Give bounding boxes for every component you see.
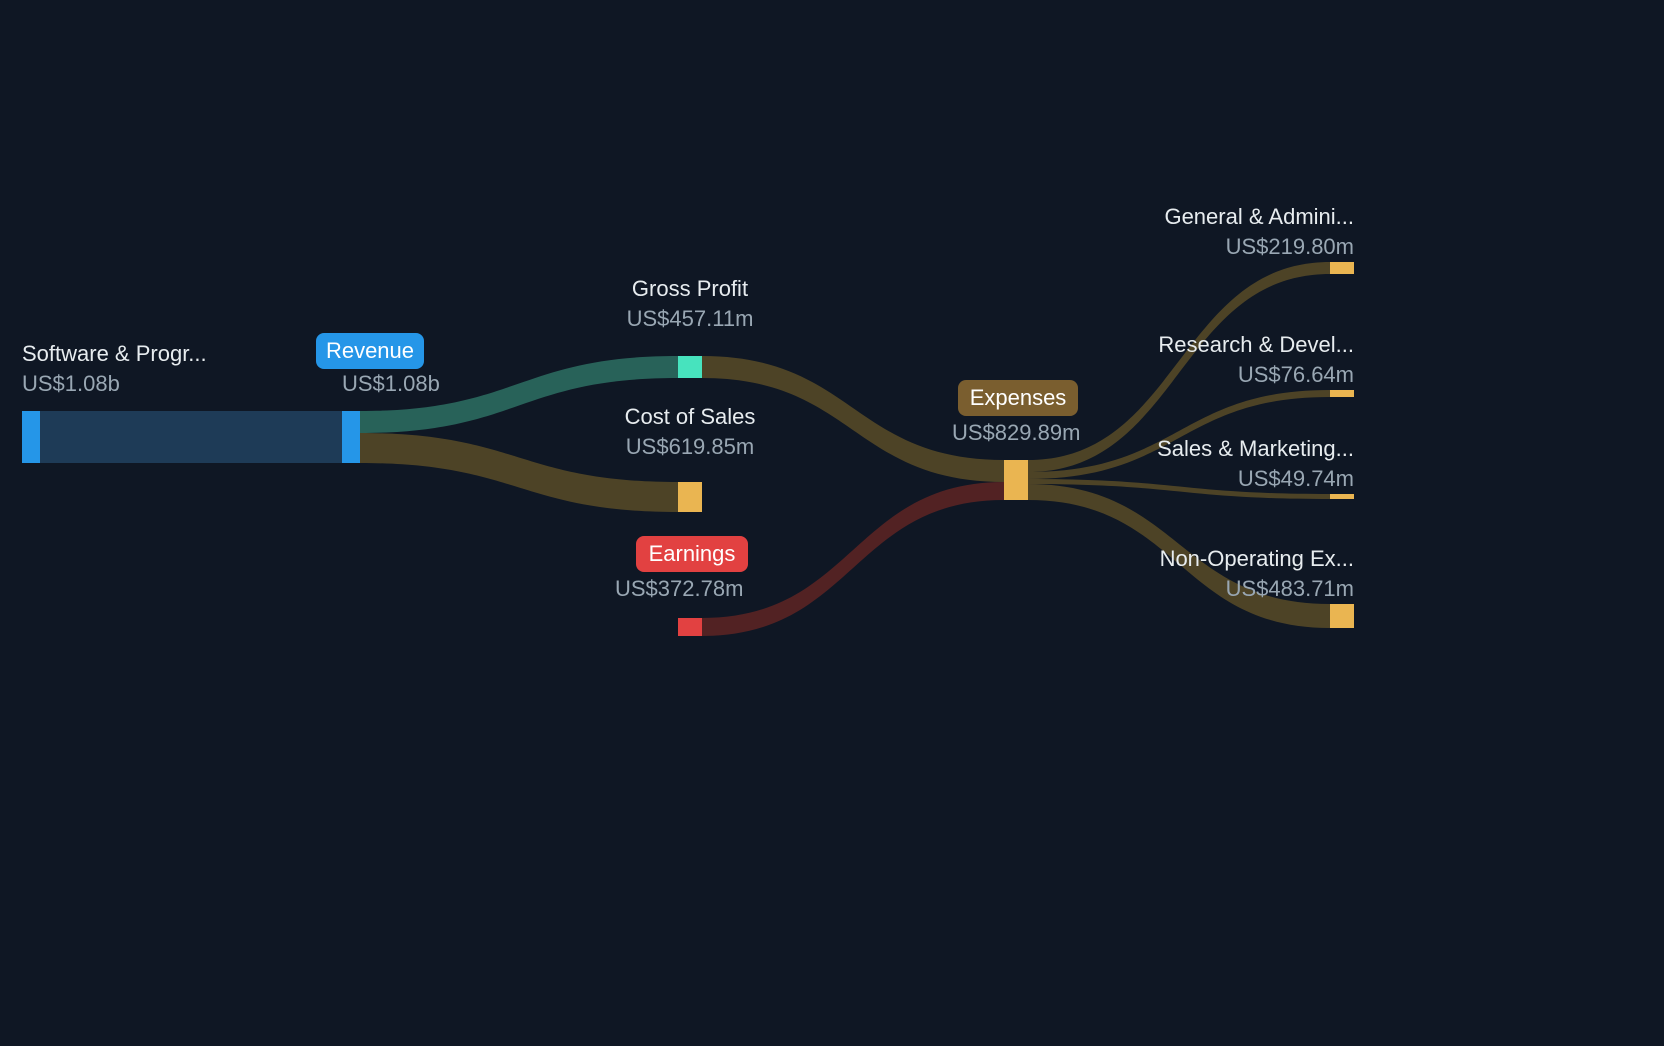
node-nonop	[1330, 604, 1354, 628]
label-nonop: Non-Operating Ex...	[1160, 546, 1354, 571]
value-cost: US$619.85m	[626, 434, 754, 459]
pill-label-revenue: Revenue	[326, 338, 414, 363]
node-cost	[678, 482, 702, 512]
sankey-chart: Software & Progr... US$1.08b Revenue US$1.0…	[0, 0, 1664, 1046]
label-gross: Gross Profit	[632, 276, 748, 301]
node-source-cap	[22, 411, 40, 463]
value-source: US$1.08b	[22, 371, 120, 396]
pill-label-expenses: Expenses	[970, 385, 1067, 410]
node-earnings	[678, 618, 702, 636]
value-sm: US$49.74m	[1238, 466, 1354, 491]
node-revenue	[342, 411, 360, 463]
node-gross	[678, 356, 702, 378]
label-source: Software & Progr...	[22, 341, 207, 366]
label-rd: Research & Devel...	[1158, 332, 1354, 357]
label-sm: Sales & Marketing...	[1157, 436, 1354, 461]
value-gross: US$457.11m	[627, 306, 754, 331]
value-ga: US$219.80m	[1226, 234, 1354, 259]
pill-label-earnings: Earnings	[649, 541, 736, 566]
node-sm	[1330, 494, 1354, 499]
value-earnings: US$372.78m	[615, 576, 743, 601]
node-ga	[1330, 262, 1354, 274]
value-rd: US$76.64m	[1238, 362, 1354, 387]
value-nonop: US$483.71m	[1226, 576, 1354, 601]
value-revenue: US$1.08b	[342, 371, 440, 396]
node-rd	[1330, 390, 1354, 397]
label-ga: General & Admini...	[1164, 204, 1354, 229]
label-cost: Cost of Sales	[625, 404, 756, 429]
node-expenses	[1004, 460, 1028, 500]
node-source-body	[22, 411, 342, 463]
value-expenses: US$829.89m	[952, 420, 1080, 445]
